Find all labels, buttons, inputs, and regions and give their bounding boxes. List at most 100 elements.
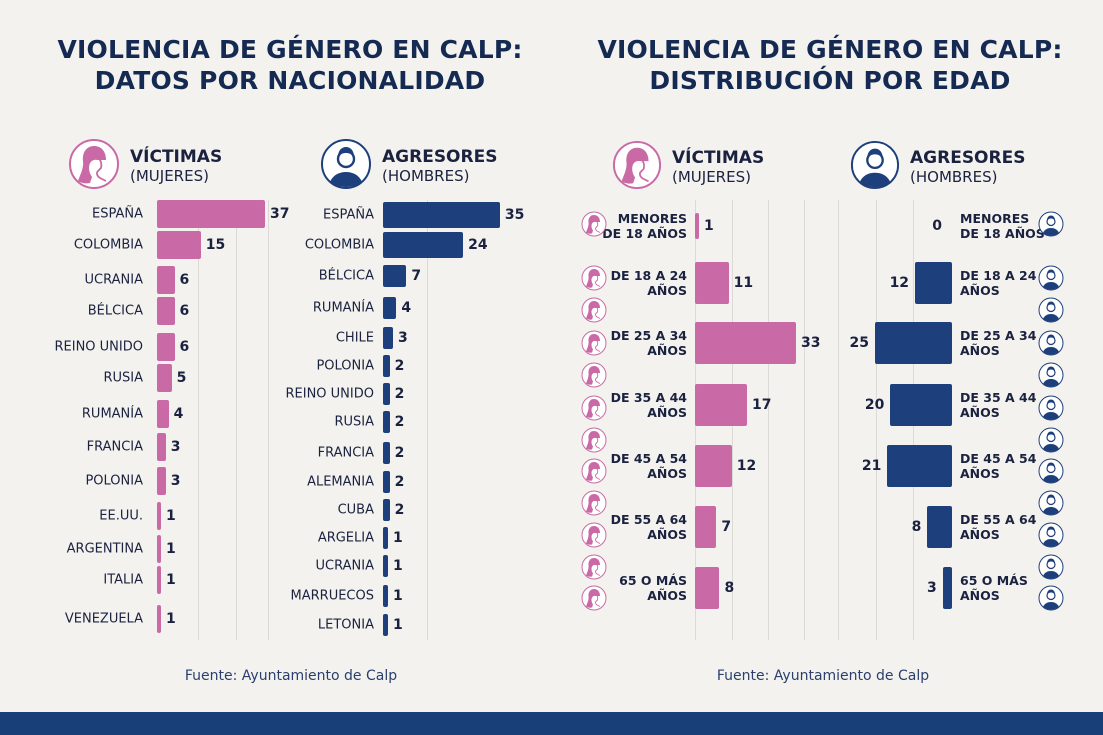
bar-aggressors [383, 383, 390, 405]
value-label: 12 [889, 275, 910, 291]
woman-icon [581, 362, 607, 392]
category-label: CUBA [337, 502, 374, 518]
bar-victims [695, 213, 699, 239]
age-line: 65 O MÁS [960, 573, 1028, 588]
bar-aggressors [383, 614, 388, 636]
woman-icon [581, 522, 607, 552]
bar-aggressors [875, 322, 952, 364]
woman-icon [581, 265, 607, 295]
value-label: 35 [504, 207, 525, 223]
man-icon [1038, 297, 1064, 327]
bar-victims [157, 297, 175, 325]
man-icon [1038, 362, 1064, 392]
bar-aggressors [383, 527, 388, 549]
left-title-line1: VIOLENCIA DE GÉNERO EN CALP: [57, 35, 523, 64]
bar-victims [695, 445, 732, 487]
category-label: ESPAÑA [323, 207, 374, 223]
bar-aggressors [383, 411, 390, 433]
age-line: DE 35 A 44 [960, 390, 1037, 405]
aggressors-header-label: AGRESORES [382, 147, 498, 167]
category-label: COLOMBIA [73, 237, 143, 253]
value-label: 33 [800, 335, 821, 351]
age-label-aggressors: DE 25 A 34 AÑOS [960, 328, 1036, 358]
bar-aggressors [383, 297, 397, 319]
man-icon [1038, 585, 1064, 615]
value-label: 11 [733, 275, 754, 291]
value-label: 6 [179, 272, 190, 288]
bar-victims [695, 384, 748, 426]
age-line: DE 45 A 54 [610, 451, 687, 466]
bar-aggressors [890, 384, 952, 426]
woman-icon [581, 427, 607, 457]
bar-victims [695, 567, 720, 609]
victims-sub-label: (MUJERES) [672, 168, 751, 186]
age-line: MENORES [960, 211, 1030, 226]
value-label: 6 [179, 339, 190, 355]
bar-aggressors [383, 327, 394, 349]
bar-aggressors [927, 506, 952, 548]
left-title: VIOLENCIA DE GÉNERO EN CALP: DATOS POR NA… [20, 34, 560, 96]
value-label: 21 [861, 458, 882, 474]
woman-icon [581, 211, 607, 241]
age-label-victims: DE 55 A 64 AÑOS [611, 512, 687, 542]
value-label: 2 [394, 502, 405, 518]
category-label: RUMANÍA [81, 406, 143, 422]
age-line: AÑOS [960, 527, 1000, 542]
bar-aggressors [383, 442, 390, 464]
age-label-victims: DE 18 A 24 AÑOS [611, 268, 687, 298]
age-label-aggressors: DE 55 A 64 AÑOS [960, 512, 1036, 542]
gridline [768, 200, 769, 640]
value-label: 2 [394, 474, 405, 490]
bar-aggressors [942, 567, 952, 609]
man-icon [1038, 522, 1064, 552]
value-label: 1 [704, 218, 714, 234]
category-label: ITALIA [103, 572, 143, 588]
category-label: BÉLCICA [87, 303, 143, 319]
woman-icon [581, 297, 607, 327]
category-label: RUMANÍA [312, 300, 374, 316]
bar-victims [157, 566, 161, 594]
left-title-line2: DATOS POR NACIONALIDAD [94, 66, 486, 95]
woman-icon [581, 330, 607, 360]
left-source: Fuente: Ayuntamiento de Calp [184, 668, 398, 684]
woman-icon [581, 395, 607, 425]
value-label: 3 [170, 439, 181, 455]
right-title-line1: VIOLENCIA DE GÉNERO EN CALP: [597, 35, 1063, 64]
bar-aggressors [383, 555, 388, 577]
bar-aggressors [383, 265, 407, 287]
gridline [804, 200, 805, 640]
bar-aggressors [383, 471, 390, 493]
bar-victims [157, 231, 201, 259]
category-label: POLONIA [316, 358, 374, 374]
category-label: CHILE [335, 330, 374, 346]
category-label: VENEZUELA [64, 611, 143, 627]
age-line: AÑOS [647, 343, 687, 358]
value-label: 7 [721, 519, 732, 535]
gridline [236, 200, 237, 640]
age-line: AÑOS [647, 405, 687, 420]
age-line: AÑOS [647, 283, 687, 298]
category-label: RUSIA [103, 370, 143, 386]
woman-icon [68, 138, 120, 194]
value-label: 1 [393, 617, 403, 633]
bar-victims [157, 364, 172, 392]
aggressors-sub-label: (HOMBRES) [382, 167, 470, 185]
bar-victims [695, 322, 796, 364]
value-label: 4 [173, 406, 184, 422]
victims-header-label: VÍCTIMAS [672, 148, 765, 168]
age-label-aggressors: DE 18 A 24 AÑOS [960, 268, 1036, 298]
woman-icon [612, 140, 662, 194]
woman-icon [581, 458, 607, 488]
age-line: AÑOS [960, 588, 1000, 603]
value-label: 1 [393, 588, 403, 604]
value-label: 17 [752, 397, 772, 413]
category-label: REINO UNIDO [54, 339, 144, 355]
footer-bar [0, 712, 1103, 735]
left-victims-header: VÍCTIMAS (MUJERES) [68, 138, 222, 194]
age-line: AÑOS [647, 588, 687, 603]
age-line: AÑOS [647, 466, 687, 481]
right-title-line2: DISTRIBUCIÓN POR EDAD [649, 66, 1011, 95]
woman-icon [581, 554, 607, 584]
age-line: DE 18 AÑOS [960, 226, 1045, 241]
age-line: AÑOS [960, 466, 1000, 481]
